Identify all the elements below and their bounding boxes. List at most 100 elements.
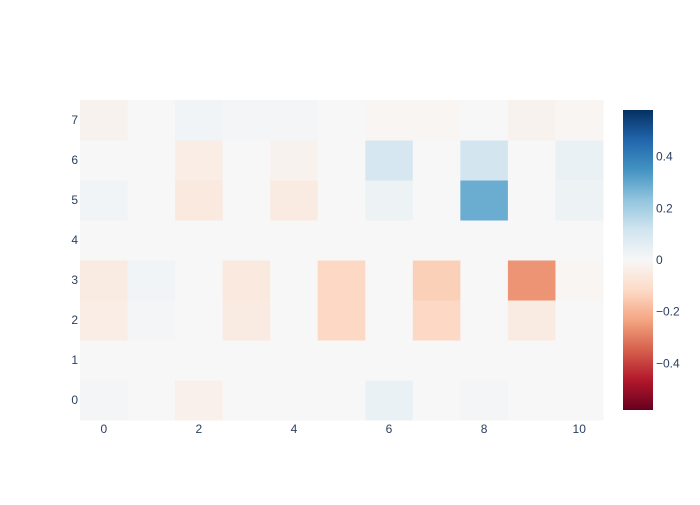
heatmap-cell-x1-y7: [127, 100, 176, 141]
heatmap-cell-x6-y5: [365, 180, 414, 221]
y-tick-label: 7: [71, 113, 78, 127]
heatmap-cell-x10-y2: [555, 300, 604, 341]
heatmap-cell-x3-y5: [222, 180, 271, 221]
heatmap-cell-x7-y4: [412, 220, 461, 261]
heatmap-cell-x8-y4: [460, 220, 509, 261]
heatmap-cell-x10-y0: [555, 380, 604, 421]
y-tick-label: 1: [71, 353, 78, 367]
heatmap-cell-x4-y6: [270, 140, 319, 181]
heatmap-cell-x10-y7: [555, 100, 604, 141]
heatmap-cell-x8-y0: [460, 380, 509, 421]
heatmap-cell-x0-y4: [80, 220, 129, 261]
heatmap-cell-x1-y3: [127, 260, 176, 301]
x-tick-label: 8: [481, 422, 488, 436]
heatmap-cell-x6-y4: [365, 220, 414, 261]
heatmap-cell-x5-y0: [317, 380, 366, 421]
heatmap-cell-x1-y2: [127, 300, 176, 341]
heatmap-cell-x8-y5: [460, 180, 509, 221]
heatmap-cell-x6-y7: [365, 100, 414, 141]
heatmap-cell-x4-y3: [270, 260, 319, 301]
colorbar: 0.4 0.2 0 −0.2 −0.4: [623, 110, 680, 410]
colorbar-tick-label: 0: [656, 253, 663, 267]
heatmap-cell-x10-y3: [555, 260, 604, 301]
heatmap-cell-x5-y5: [317, 180, 366, 221]
heatmap-cell-x6-y1: [365, 340, 414, 381]
heatmap-cell-x4-y1: [270, 340, 319, 381]
colorbar-tick-label: −0.2: [656, 305, 680, 319]
heatmap-cell-x9-y0: [507, 380, 556, 421]
x-tick-label: 4: [291, 422, 298, 436]
heatmap-cell-x0-y2: [80, 300, 129, 341]
heatmap-cell-x10-y6: [555, 140, 604, 181]
heatmap-cell-x2-y2: [175, 300, 224, 341]
heatmap-cell-x2-y4: [175, 220, 224, 261]
heatmap-cell-x0-y6: [80, 140, 129, 181]
heatmap-cell-x10-y5: [555, 180, 604, 221]
heatmap-cell-x7-y7: [412, 100, 461, 141]
heatmap-cell-x0-y7: [80, 100, 129, 141]
heatmap-cell-x7-y3: [412, 260, 461, 301]
heatmap-cell-x1-y1: [127, 340, 176, 381]
heatmap-cell-x9-y7: [507, 100, 556, 141]
x-tick-label: 10: [573, 422, 587, 436]
heatmap-cell-x10-y1: [555, 340, 604, 381]
y-tick-label: 3: [71, 273, 78, 287]
heatmap-cell-x5-y6: [317, 140, 366, 181]
colorbar-tick-label: −0.4: [656, 356, 680, 370]
heatmap-cell-x5-y4: [317, 220, 366, 261]
heatmap-cell-x0-y0: [80, 380, 129, 421]
heatmap-cell-x4-y5: [270, 180, 319, 221]
heatmap-cell-x1-y6: [127, 140, 176, 181]
heatmap-cell-x2-y6: [175, 140, 224, 181]
heatmap-cell-x5-y7: [317, 100, 366, 141]
heatmap-cell-x1-y5: [127, 180, 176, 221]
heatmap-cell-x0-y3: [80, 260, 129, 301]
heatmap-cell-x2-y3: [175, 260, 224, 301]
heatmap-cell-x7-y5: [412, 180, 461, 221]
heatmap-cell-x1-y4: [127, 220, 176, 261]
heatmap-cell-x5-y2: [317, 300, 366, 341]
heatmap-cell-x0-y5: [80, 180, 129, 221]
heatmap-cell-x4-y0: [270, 380, 319, 421]
heatmap-cell-x3-y6: [222, 140, 271, 181]
heatmap-cell-x0-y1: [80, 340, 129, 381]
heatmap-cell-x9-y5: [507, 180, 556, 221]
heatmap-cell-x5-y1: [317, 340, 366, 381]
heatmap-cell-x3-y4: [222, 220, 271, 261]
y-tick-label: 4: [71, 233, 78, 247]
heatmap-cell-x6-y6: [365, 140, 414, 181]
x-tick-label: 2: [196, 422, 203, 436]
y-tick-label: 5: [71, 193, 78, 207]
y-axis-ticks: 0 1 2 3 4 5 6 7: [71, 113, 78, 407]
heatmap-cell-x6-y3: [365, 260, 414, 301]
heatmap-cell-x7-y6: [412, 140, 461, 181]
heatmap-cell-x7-y1: [412, 340, 461, 381]
x-axis-ticks: 0 2 4 6 8 10: [100, 422, 586, 436]
heatmap-cell-x4-y7: [270, 100, 319, 141]
heatmap-cell-x3-y7: [222, 100, 271, 141]
heatmap-cell-x2-y5: [175, 180, 224, 221]
y-tick-label: 0: [71, 393, 78, 407]
heatmap-cell-x4-y4: [270, 220, 319, 261]
heatmap-cell-x8-y3: [460, 260, 509, 301]
y-tick-label: 6: [71, 153, 78, 167]
heatmap-cell-x4-y2: [270, 300, 319, 341]
heatmap-cell-x6-y0: [365, 380, 414, 421]
x-tick-label: 0: [100, 422, 107, 436]
heatmap-cell-x2-y0: [175, 380, 224, 421]
colorbar-tick-label: 0.2: [656, 201, 673, 215]
heatmap-cell-x9-y6: [507, 140, 556, 181]
colorbar-tick-label: 0.4: [656, 150, 673, 164]
heatmap-cell-x9-y4: [507, 220, 556, 261]
colorbar-gradient: [623, 110, 653, 410]
heatmap-cell-x3-y0: [222, 380, 271, 421]
heatmap-cell-x5-y3: [317, 260, 366, 301]
heatmap-cell-x8-y2: [460, 300, 509, 341]
x-tick-label: 6: [386, 422, 393, 436]
heatmap-cell-x3-y1: [222, 340, 271, 381]
heatmap-cell-x2-y7: [175, 100, 224, 141]
heatmap-cell-x3-y2: [222, 300, 271, 341]
heatmap-cell-x7-y0: [412, 380, 461, 421]
heatmap-cell-x9-y3: [507, 260, 556, 301]
